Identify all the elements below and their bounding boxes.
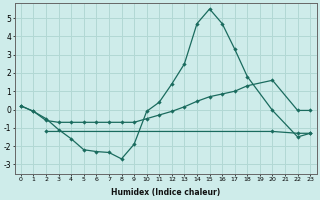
X-axis label: Humidex (Indice chaleur): Humidex (Indice chaleur)	[111, 188, 220, 197]
